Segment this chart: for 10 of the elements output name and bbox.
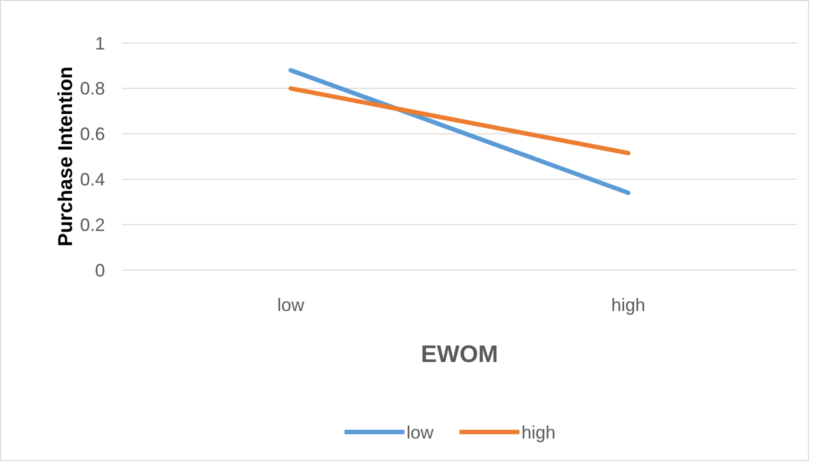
y-tick-label: 0.6 (80, 124, 105, 144)
y-axis-title: Purchase Intention (55, 66, 77, 247)
y-tick-label: 0 (94, 260, 105, 280)
legend-label: high (522, 422, 556, 442)
y-tick-label: 0.8 (80, 78, 105, 99)
x-axis-title: EWOM (420, 341, 498, 368)
legend-label: low (406, 422, 435, 442)
y-tick-label: 0.4 (80, 170, 105, 190)
y-tick-label: 1 (94, 33, 105, 54)
y-tick-label: 0.2 (80, 214, 105, 235)
